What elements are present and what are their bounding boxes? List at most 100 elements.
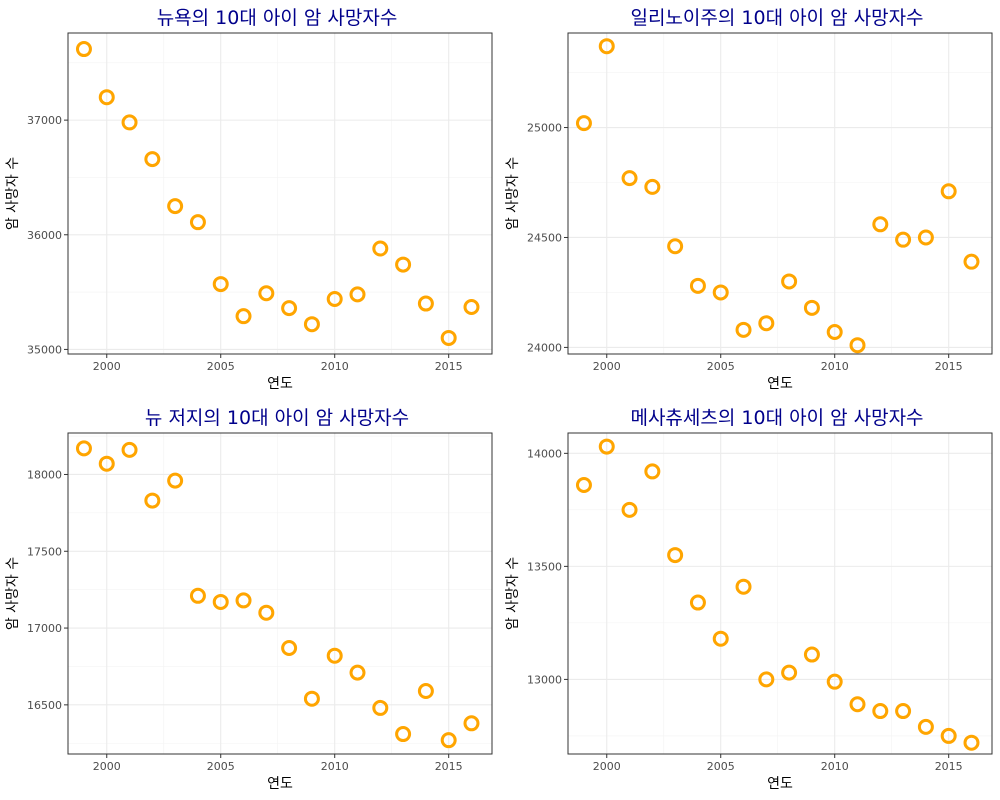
panel-border: [567, 432, 993, 755]
data-point: [121, 114, 138, 131]
x-tick-label: 2010: [821, 760, 849, 773]
x-tick-label: 2000: [593, 360, 621, 373]
y-axis-label: 암 사망자 수: [505, 157, 521, 230]
data-point: [281, 300, 298, 317]
data-point: [621, 501, 638, 518]
y-tick-label: 16500: [27, 699, 62, 712]
data-point: [735, 321, 752, 338]
data-point: [440, 329, 457, 346]
data-point: [826, 673, 843, 690]
x-axis-label: 연도: [767, 376, 793, 392]
data-point: [598, 438, 615, 455]
x-tick-label: 2015: [435, 760, 463, 773]
y-tick-label: 18000: [27, 468, 62, 481]
data-point: [621, 170, 638, 187]
x-tick-label: 2005: [707, 360, 735, 373]
data-point: [189, 214, 206, 231]
data-point: [735, 578, 752, 595]
data-point: [963, 253, 980, 270]
data-point: [758, 315, 775, 332]
data-point: [212, 276, 229, 293]
data-point: [98, 455, 115, 472]
data-point: [895, 703, 912, 720]
y-axis-label: 암 사망자 수: [5, 157, 21, 230]
x-axis-label: 연도: [767, 776, 793, 792]
x-tick-label: 2005: [207, 760, 235, 773]
data-point: [940, 727, 957, 744]
data-point: [326, 290, 343, 307]
data-point: [235, 308, 252, 325]
data-point: [326, 647, 343, 664]
data-point: [940, 183, 957, 200]
data-point: [395, 256, 412, 273]
chart-title: 일리노이주의 10대 아이 암 사망자수: [630, 7, 923, 29]
chart-panel-2: 24000 24500 25000 2000 2005 2010 2015 일리노이주의 10…: [505, 7, 993, 392]
data-point: [644, 178, 661, 195]
data-point: [575, 115, 592, 132]
data-point: [803, 646, 820, 663]
data-point: [75, 440, 92, 457]
data-point: [849, 696, 866, 713]
data-point: [781, 273, 798, 290]
data-point: [598, 38, 615, 55]
x-tick-label: 2010: [321, 760, 349, 773]
y-tick-label: 35000: [27, 343, 62, 356]
chart-panel-3: 16500 17000 17500 18000 2000 2005 2010 2015 뉴 저지…: [5, 407, 493, 792]
chart-title: 뉴욕의 10대 아이 암 사망자수: [157, 7, 398, 29]
x-tick-label: 2010: [321, 360, 349, 373]
y-tick-label: 13500: [527, 560, 562, 573]
chart-title: 메사츄세츠의 10대 아이 암 사망자수: [630, 407, 923, 429]
x-tick-label: 2000: [93, 360, 121, 373]
y-tick-label: 24000: [527, 341, 562, 354]
chart-title: 뉴 저지의 10대 아이 암 사망자수: [145, 407, 409, 429]
data-point: [712, 284, 729, 301]
data-point: [75, 41, 92, 58]
panel-border: [67, 432, 493, 755]
x-tick-label: 2000: [593, 760, 621, 773]
data-point: [826, 324, 843, 341]
data-point: [872, 703, 889, 720]
data-point: [689, 594, 706, 611]
data-point: [349, 286, 366, 303]
data-point: [803, 299, 820, 316]
panel-border: [567, 32, 993, 355]
data-point: [212, 593, 229, 610]
data-point: [917, 718, 934, 735]
data-point: [463, 715, 480, 732]
y-tick-label: 24500: [527, 231, 562, 244]
data-point: [395, 726, 412, 743]
data-point: [235, 592, 252, 609]
data-point: [712, 630, 729, 647]
data-point: [98, 89, 115, 106]
data-point: [440, 732, 457, 749]
data-point: [849, 337, 866, 354]
x-axis-label: 연도: [267, 776, 293, 792]
data-point: [963, 734, 980, 751]
y-axis-label: 암 사망자 수: [505, 557, 521, 630]
x-tick-label: 2000: [93, 760, 121, 773]
data-point: [417, 295, 434, 312]
data-point: [872, 216, 889, 233]
data-point: [689, 277, 706, 294]
chart-panel-1: 35000 36000 37000 2000 2005 2010 2015 뉴욕의 10대 아…: [5, 7, 493, 392]
data-point: [917, 229, 934, 246]
y-tick-label: 25000: [527, 122, 562, 135]
y-tick-label: 37000: [27, 114, 62, 127]
x-tick-label: 2015: [935, 360, 963, 373]
data-point: [303, 316, 320, 333]
data-point: [575, 476, 592, 493]
data-point: [303, 690, 320, 707]
y-tick-label: 17000: [27, 622, 62, 635]
data-point: [758, 671, 775, 688]
y-tick-label: 13000: [527, 673, 562, 686]
x-tick-label: 2015: [435, 360, 463, 373]
data-point: [349, 664, 366, 681]
data-point: [258, 285, 275, 302]
x-tick-label: 2005: [207, 360, 235, 373]
data-point: [167, 198, 184, 215]
x-tick-label: 2005: [707, 760, 735, 773]
data-point: [189, 587, 206, 604]
y-tick-label: 36000: [27, 229, 62, 242]
data-point: [372, 699, 389, 716]
